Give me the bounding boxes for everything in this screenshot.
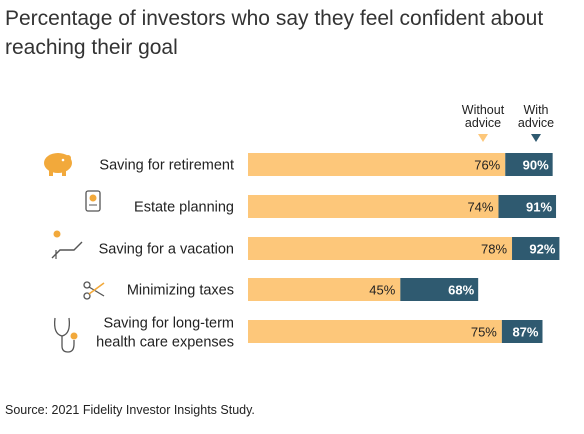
category-label-4-line1: Saving for long-term	[103, 316, 234, 332]
bar-with-advice-2	[512, 237, 560, 260]
stethoscope-icon-tube	[61, 336, 75, 353]
source-note: Source: 2021 Fidelity Investor Insights …	[5, 403, 255, 417]
data-label-without-2: 78%	[481, 242, 507, 257]
bar-without-advice-4	[248, 320, 502, 343]
piggy-bank-icon-snout	[65, 155, 71, 161]
bar-without-advice-0	[248, 153, 506, 176]
legend-without-triangle-icon	[478, 134, 488, 142]
piggy-bank-icon-leg2	[62, 170, 66, 176]
data-label-with-2: 92%	[529, 242, 555, 257]
legend-without-line1: Without	[461, 103, 505, 117]
legend-with-line2: advice	[517, 116, 555, 130]
data-label-with-3: 68%	[448, 283, 474, 298]
category-label-2: Saving for a vacation	[99, 242, 234, 258]
scissors-icon-blade2	[88, 282, 105, 295]
category-label-1: Estate planning	[134, 200, 234, 216]
scissors-icon	[83, 281, 91, 289]
bar-with-advice-4	[501, 320, 543, 343]
data-label-with-0: 90%	[523, 158, 549, 173]
piggy-bank-icon-leg1	[49, 170, 53, 176]
bar-without-advice-1	[248, 195, 499, 218]
bar-without-advice-3	[248, 278, 401, 301]
data-label-with-4: 87%	[512, 325, 538, 340]
bar-with-advice-0	[505, 153, 553, 176]
chart-title: Percentage of investors who say they fee…	[5, 7, 544, 59]
sun-lounger-icon-sun	[53, 230, 61, 238]
scroll-certificate-icon-seal	[89, 194, 97, 202]
stethoscope-icon	[54, 317, 70, 337]
stethoscope-icon-bell	[70, 332, 78, 340]
legend-with-advice: With advice	[510, 104, 562, 142]
bar-with-advice-3	[400, 278, 479, 301]
legend-without-line2: advice	[464, 116, 502, 130]
category-label-4-line2: health care expenses	[96, 335, 234, 351]
bar-without-advice-2	[248, 237, 513, 260]
scissors-icon-handle2	[83, 292, 91, 300]
legend-with-line1: With	[523, 103, 549, 117]
category-label-3: Minimizing taxes	[127, 283, 234, 299]
data-label-without-4: 75%	[471, 325, 497, 340]
data-label-without-3: 45%	[369, 283, 395, 298]
data-label-without-1: 74%	[467, 200, 493, 215]
piggy-bank-icon-eye	[61, 158, 65, 162]
data-label-with-1: 91%	[526, 200, 552, 215]
bar-with-advice-1	[498, 195, 557, 218]
data-label-without-0: 76%	[474, 158, 500, 173]
legend-without-advice: Without advice	[453, 104, 513, 142]
scroll-certificate-icon	[85, 190, 101, 212]
legend-with-triangle-icon	[531, 134, 541, 142]
category-label-0: Saving for retirement	[99, 158, 234, 174]
scissors-icon-blade1	[88, 286, 105, 297]
